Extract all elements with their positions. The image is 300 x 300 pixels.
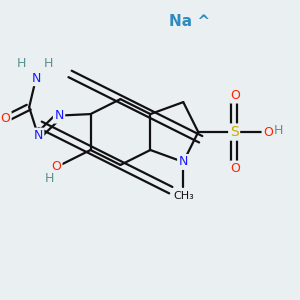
Text: O: O: [0, 112, 10, 125]
Text: H: H: [274, 124, 283, 137]
Text: H: H: [43, 57, 53, 70]
Text: CH₃: CH₃: [173, 191, 194, 201]
Text: N: N: [33, 129, 43, 142]
Text: H: H: [44, 172, 54, 185]
Text: O: O: [263, 125, 273, 139]
Text: N: N: [54, 109, 64, 122]
Text: O: O: [231, 89, 241, 102]
Text: N: N: [31, 72, 41, 85]
Text: H: H: [17, 57, 26, 70]
Text: Na ^: Na ^: [169, 14, 210, 29]
Text: S: S: [230, 125, 239, 139]
Text: O: O: [231, 162, 241, 175]
Text: O: O: [51, 160, 61, 173]
Text: N: N: [178, 155, 188, 169]
